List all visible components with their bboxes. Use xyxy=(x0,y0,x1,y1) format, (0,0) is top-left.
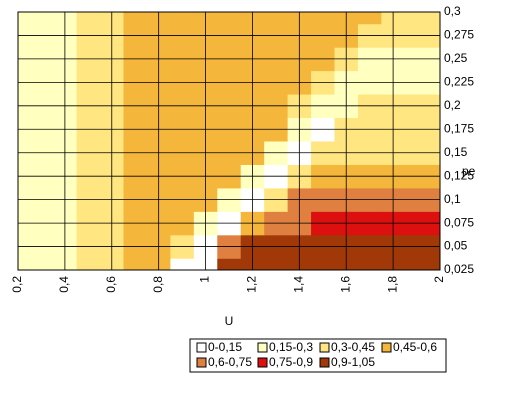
legend-label: 0,15-0,3 xyxy=(269,340,313,354)
legend-label: 0,9-1,05 xyxy=(331,355,375,369)
contour-cell xyxy=(123,258,148,270)
contour-cell xyxy=(404,258,429,270)
legend-swatch xyxy=(319,357,330,368)
y-tick-label: 0,025 xyxy=(444,262,474,276)
contour-cell xyxy=(29,12,54,25)
legend-swatch xyxy=(196,342,207,353)
contour-cell xyxy=(428,258,440,270)
contour-cell xyxy=(357,258,382,270)
contour-cell xyxy=(217,12,242,25)
y-tick-label: 0,3 xyxy=(444,4,461,18)
legend-swatch xyxy=(257,342,268,353)
x-tick-label: 0,8 xyxy=(151,276,165,293)
contour-cell xyxy=(311,258,335,270)
x-tick-label: 1,4 xyxy=(292,276,306,293)
y-tick-label: 0,2 xyxy=(444,98,461,112)
plot-border xyxy=(17,11,441,271)
y-tick-label: 0,1 xyxy=(444,192,461,206)
y-tick-label: 0,125 xyxy=(444,168,474,182)
contour-cell xyxy=(76,258,101,270)
y-axis-label: pe xyxy=(462,164,476,178)
y-tick-label: 0,15 xyxy=(444,145,468,159)
x-tick-label: 2 xyxy=(432,276,446,283)
contour-cell xyxy=(76,12,101,25)
contour-cell xyxy=(170,258,195,270)
contour-cell xyxy=(311,12,335,25)
y-tick-label: 0,225 xyxy=(444,75,474,89)
legend-label: 0,75-0,9 xyxy=(269,355,313,369)
y-tick-label: 0,05 xyxy=(444,239,468,253)
legend-box xyxy=(189,338,447,373)
contour-cell xyxy=(123,12,148,25)
contour-area xyxy=(18,12,440,270)
legend-label: 0-0,15 xyxy=(208,340,242,354)
y-tick-label: 0,075 xyxy=(444,215,474,229)
x-tick-label: 1,8 xyxy=(385,276,399,293)
contour-cell xyxy=(18,12,31,25)
legend-label: 0,3-0,45 xyxy=(331,340,375,354)
legend-label: 0,6-0,75 xyxy=(208,355,252,369)
x-tick-label: 0,4 xyxy=(57,276,71,293)
x-tick-label: 1,2 xyxy=(245,276,259,293)
contour-cell xyxy=(428,12,440,25)
contour-cell xyxy=(357,12,382,25)
contour-cell xyxy=(217,258,242,270)
x-tick-label: 0,6 xyxy=(104,276,118,293)
y-tick-label: 0,25 xyxy=(444,51,468,65)
contour-cell xyxy=(18,258,31,270)
contour-cell xyxy=(264,258,289,270)
x-tick-label: 0,2 xyxy=(10,276,24,293)
y-tick-label: 0,275 xyxy=(444,28,474,42)
contour-cell xyxy=(170,12,195,25)
x-tick-label: 1 xyxy=(198,276,212,283)
y-tick-label: 0,175 xyxy=(444,121,474,135)
contour-cell xyxy=(264,12,289,25)
legend-swatch xyxy=(196,357,207,368)
contour-cell xyxy=(29,258,54,270)
x-axis-label: U xyxy=(225,314,234,328)
x-tick-label: 1,6 xyxy=(338,276,352,293)
legend-swatch xyxy=(381,342,392,353)
legend-swatch xyxy=(319,342,330,353)
legend-label: 0,45-0,6 xyxy=(393,340,437,354)
contour-cell xyxy=(404,12,429,25)
legend-swatch xyxy=(257,357,268,368)
